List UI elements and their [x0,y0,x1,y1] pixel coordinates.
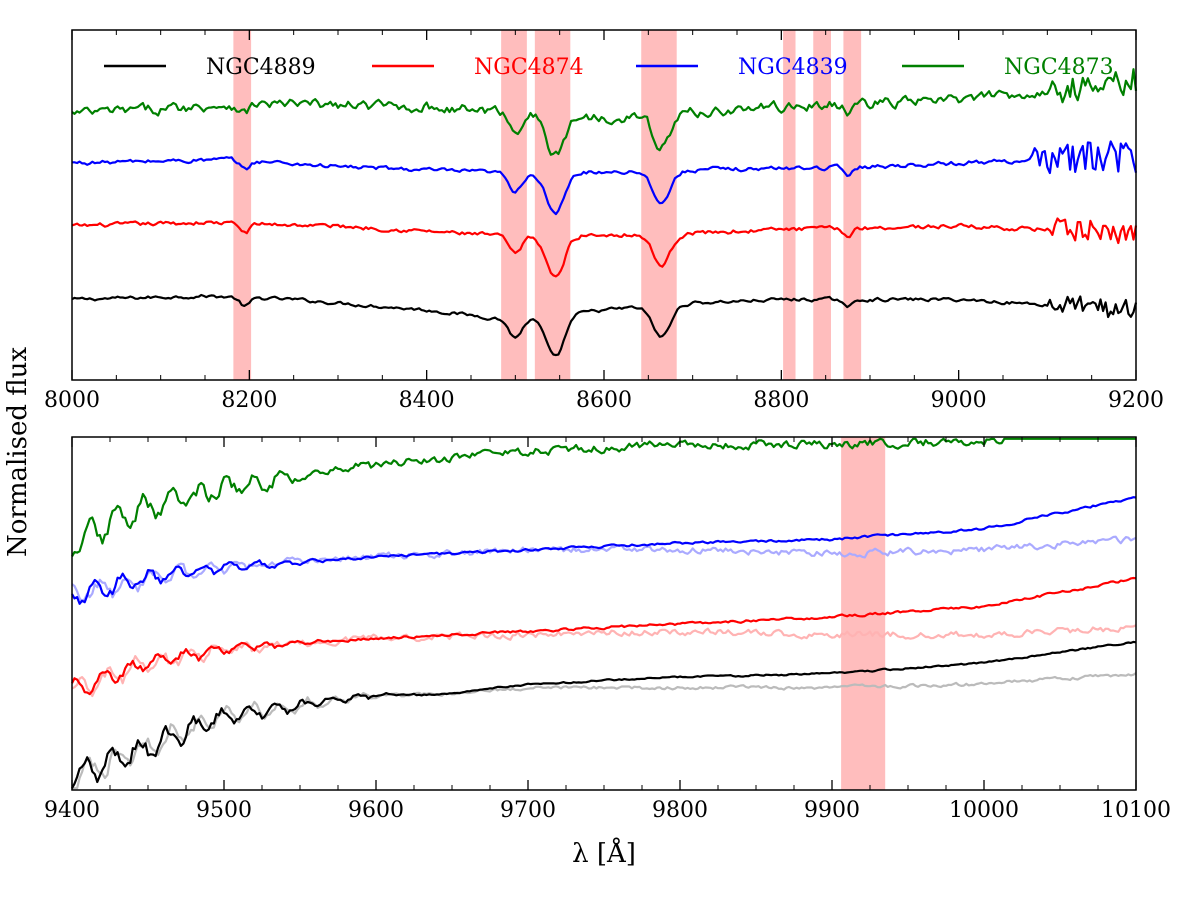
legend-label-ngc4873: NGC4873 [1004,55,1114,80]
series-line-bottom-ngc4874-faint- [71,624,1137,698]
x-tick-label-top-8800: 8800 [753,388,809,413]
series-line-bottom-ngc4839 [71,496,1137,605]
x-tick-label-bottom-9500: 9500 [196,798,252,823]
series-line-bottom-ngc4889-faint- [72,672,1137,790]
shaded-band-top-3 [641,30,677,380]
x-tick-label-top-8400: 8400 [399,388,455,413]
x-tick-label-bottom-9900: 9900 [804,798,860,823]
series-line-top-ngc4889 [71,293,1138,357]
shaded-band-top-0 [233,30,252,380]
axes-frame-top [71,29,1137,381]
x-tick-label-top-9200: 9200 [1108,388,1164,413]
legend: NGC4889 NGC4874 NGC4839 NGC4873 [104,55,1114,80]
legend-label-ngc4839: NGC4839 [738,55,848,80]
series-line-top-ngc4874 [71,217,1138,278]
series-line-bottom-ngc4874 [71,576,1137,696]
series-line-bottom-ngc4873 [71,437,1136,557]
x-tick-label-bottom-9400: 9400 [44,798,100,823]
x-tick-label-bottom-10100: 10100 [1101,798,1171,823]
shaded-band-top-2 [534,30,571,380]
x-tick-label-bottom-9600: 9600 [348,798,404,823]
shaded-band-top-1 [501,30,527,380]
legend-label-ngc4874: NGC4874 [474,55,584,80]
series-line-top-ngc4873 [71,68,1138,156]
x-tick-label-bottom-9700: 9700 [500,798,556,823]
legend-label-ngc4889: NGC4889 [206,55,316,80]
series-line-bottom-ngc4839-faint- [71,535,1137,603]
x-tick-label-top-8600: 8600 [576,388,632,413]
top-panel: 8000 8200 8400 8600 8800 9000 9200 [44,29,1164,413]
x-tick-label-top-8200: 8200 [221,388,277,413]
shaded-band-top-5 [813,30,831,380]
x-tick-label-bottom-10000: 10000 [949,798,1019,823]
shaded-band-top-4 [783,30,796,380]
bottom-panel: 9400 9500 9600 9700 9800 9900 10000 10100 [44,436,1171,823]
series-line-top-ngc4839 [72,140,1138,216]
x-axis-title: λ [Å] [572,837,636,869]
y-axis-title: Normalised flux [3,347,33,557]
series-line-bottom-ngc4889 [71,640,1137,789]
x-tick-label-bottom-9800: 9800 [652,798,708,823]
shaded-band-top-6 [843,30,862,380]
x-tick-label-top-8000: 8000 [44,388,100,413]
axes-frame-bottom [71,436,1137,791]
x-tick-label-top-9000: 9000 [931,388,987,413]
